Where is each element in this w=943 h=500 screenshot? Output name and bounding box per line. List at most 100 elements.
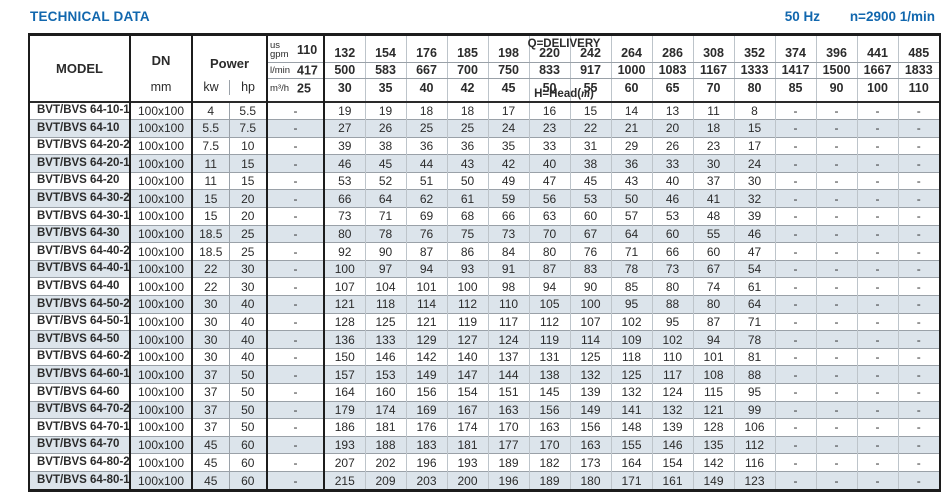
head-value-cell: 50 [447,171,489,190]
delivery-value-cell: 1000 [611,62,653,79]
table-row: BVT/BVS 64-60-2 100x100 30 40-150 146 142 140 1… [30,347,940,366]
head-value-cell: - [267,312,326,331]
head-value-cell: - [267,330,326,349]
head-value-cell: 160 [365,383,407,402]
head-value-cell: - [898,383,940,402]
head-value-cell: 167 [447,400,489,419]
head-value-cell: 186 [324,418,366,437]
head-value-cell: 46 [324,154,366,173]
delivery-value-cell: 60 [611,78,653,102]
head-value-cell: - [857,347,899,366]
head-value-cell: 106 [734,418,776,437]
power-units: kw hp [193,80,266,95]
head-value-cell: 182 [529,453,571,472]
head-value-cell: 47 [734,242,776,261]
head-value-cell: 196 [406,453,448,472]
head-value-cell: 215 [324,470,366,490]
head-value-cell: 20 [652,119,694,138]
head-value-cell: 156 [570,418,612,437]
head-value-cell: - [857,101,899,120]
head-value-cell: - [898,453,940,472]
table-row: BVT/BVS 64-30 100x100 18.5 25-80 78 76 75 73 70 6… [30,224,940,243]
head-value-cell: - [816,330,858,349]
head-value-cell: 53 [570,189,612,208]
head-value-cell: 115 [693,383,735,402]
head-value-cell: 193 [324,435,366,454]
head-value-cell: - [816,101,858,120]
frequency-value: 50 Hz [784,9,821,24]
delivery-value-cell: 1417 [775,62,817,79]
head-value-cell: - [775,418,817,437]
head-value-cell: 100 [570,295,612,314]
head-value-cell: - [775,171,817,190]
kw-cell: 45 [192,435,230,454]
head-value-cell: 188 [365,435,407,454]
head-value-cell: 23 [693,136,735,155]
head-value-cell: 71 [365,207,407,226]
head-value-cell: 189 [488,453,530,472]
head-value-cell: 132 [611,383,653,402]
kw-unit-label: kw [203,80,219,94]
head-value-cell: 181 [447,435,489,454]
head-value-cell: 150 [324,347,366,366]
head-value-cell: - [775,101,817,120]
head-value-cell: 54 [734,259,776,278]
head-value-cell: 112 [447,295,489,314]
delivery-value-cell: 50 [529,78,571,102]
table-row: BVT/BVS 64-20 100x100 11 15-53 52 51 50 49 47 45 4… [30,171,940,190]
table-row: BVT/BVS 64-30-1 100x100 15 20-73 71 69 68 66 63 6… [30,207,940,226]
hp-cell: 5.5 [229,101,269,120]
dn-cell: 100x100 [130,400,193,419]
kw-cell: 11 [192,154,230,173]
head-value-cell: 67 [693,259,735,278]
delivery-value-cell: 264 [611,36,653,63]
model-cell: BVT/BVS 64-30-1 [30,207,131,226]
dn-cell: 100x100 [130,136,193,155]
head-value-cell: 78 [365,224,407,243]
hp-cell: 20 [229,189,269,208]
head-value-cell: 180 [570,470,612,490]
delivery-value-cell: 70 [693,78,735,102]
model-cell: BVT/BVS 64-20 [30,171,131,190]
kw-cell: 37 [192,418,230,437]
head-value-cell: 80 [324,224,366,243]
head-value-cell: 125 [570,347,612,366]
delivery-value-cell: 185 [447,36,489,63]
kw-cell: 45 [192,453,230,472]
head-value-cell: - [775,435,817,454]
head-value-cell: 48 [693,207,735,226]
head-value-cell: - [775,224,817,243]
kw-cell: 45 [192,470,230,490]
dn-cell: 100x100 [130,347,193,366]
head-value-cell: 66 [652,242,694,261]
head-value-cell: 36 [611,154,653,173]
head-value-cell: 16 [529,101,571,120]
head-value-cell: 140 [447,347,489,366]
head-value-cell: 94 [529,277,571,296]
head-value-cell: - [816,418,858,437]
head-value-cell: 64 [365,189,407,208]
head-value-cell: 52 [365,171,407,190]
head-value-cell: 128 [324,312,366,331]
head-value-cell: 57 [611,207,653,226]
head-value-cell: - [775,136,817,155]
kw-cell: 11 [192,171,230,190]
head-value-cell: 75 [447,224,489,243]
head-value-cell: - [898,277,940,296]
head-value-cell: 22 [570,119,612,138]
head-value-cell: - [267,435,326,454]
head-value-cell: 13 [652,101,694,120]
pump-performance-table: MODEL DN mm Power kw hp us gpm 110 132 154 1… [30,36,940,490]
head-value-cell: 81 [734,347,776,366]
head-value-cell: 102 [652,330,694,349]
hp-cell: 40 [229,347,269,366]
head-value-cell: 146 [652,435,694,454]
head-value-cell: - [857,154,899,173]
head-value-cell: - [775,119,817,138]
head-value-cell: 170 [488,418,530,437]
table-row: BVT/BVS 64-60 100x100 37 50-164 160 156 154 151… [30,383,940,402]
head-value-cell: - [816,470,858,490]
head-value-cell: 8 [734,101,776,120]
head-value-cell: 45 [570,171,612,190]
delivery-value-cell: 132 [324,36,366,63]
